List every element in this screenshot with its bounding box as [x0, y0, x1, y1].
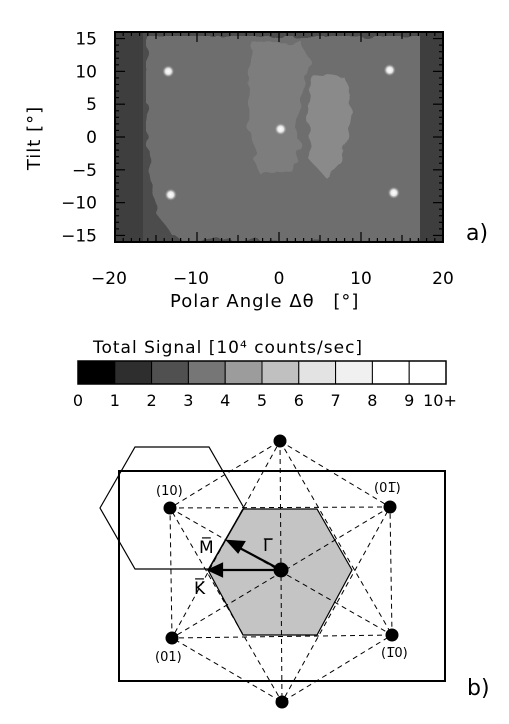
lattice-point: [273, 434, 287, 448]
x-axis-unit: [°]: [333, 291, 359, 312]
y-tick-label: 15: [75, 30, 97, 50]
colorbar-tick-label: 0: [73, 391, 83, 410]
symmetry-point-labels: Γ̅ M̅ K̅: [194, 536, 273, 599]
colorbar-cell: [114, 360, 153, 385]
k-label: K̅: [194, 577, 206, 599]
lattice-inner-triangle: [169, 506, 391, 704]
colorbar-cell: [371, 360, 410, 385]
colorbar-cells: [77, 360, 447, 385]
x-tick-label: −20: [91, 269, 127, 289]
intensity-map: [115, 32, 443, 242]
y-tick-labels: 15 10 5 0 −5 −10 −15: [61, 30, 97, 247]
colorbar-tick-label: 1: [110, 391, 120, 410]
colorbar-cell: [335, 360, 373, 385]
x-tick-label: 0: [274, 269, 285, 289]
colorbar-tick-label: 8: [367, 391, 377, 410]
colorbar-tick-labels: 0 1 2 3 4 5 6 7 8 9 10+: [73, 391, 457, 410]
lattice-inner-triangle: [171, 439, 393, 639]
y-tick-label: −5: [72, 161, 97, 181]
point-label-01: (01): [155, 650, 182, 665]
y-axis-title: Tilt [°]: [24, 106, 45, 171]
colorbar-tick-label: 7: [331, 391, 341, 410]
diffraction-spot: [164, 188, 177, 201]
lattice-point: [163, 501, 177, 515]
y-tick-label: −10: [61, 194, 97, 214]
colorbar-cell: [298, 360, 337, 385]
colorbar-frame: [77, 360, 447, 385]
diffraction-spot: [162, 65, 175, 78]
reciprocal-lattice-points: [163, 434, 399, 709]
colorbar-tick-label: 4: [220, 391, 230, 410]
colorbar-tick-label: 3: [183, 391, 193, 410]
y-tick-label: −15: [61, 226, 97, 246]
x-tick-label: 20: [432, 269, 454, 289]
colorbar-tick-label: 10+: [423, 391, 457, 410]
colorbar-cell: [187, 360, 226, 385]
colorbar-cell: [151, 360, 189, 385]
gamma-k-arrowhead: [206, 562, 224, 578]
panel-a: −20 −10 0 10 20 15 10 5 0 −5 −10 −15 Pol…: [24, 30, 488, 312]
y-tick-label: 10: [75, 62, 97, 82]
panel-a-label: a): [466, 221, 488, 246]
lattice-point: [275, 695, 289, 709]
lattice-point: [383, 500, 397, 514]
symmetry-vectors: [206, 539, 282, 578]
gamma-label: Γ̅: [263, 536, 273, 556]
x-tick-label: 10: [350, 269, 372, 289]
x-axis-label: Polar Angle Δθ: [170, 291, 315, 312]
diffraction-spot: [383, 64, 396, 77]
colorbar-cell: [77, 360, 116, 385]
detector-frame: [118, 470, 446, 682]
lattice-point-labels: (10) (01̅) (01) (1̅0): [155, 481, 408, 665]
y-tick-label: 0: [86, 128, 97, 148]
lattice-point: [165, 631, 179, 645]
diffraction-spot: [387, 186, 400, 199]
panel-b-label: b): [467, 676, 490, 701]
gamma-m-arrowhead: [225, 539, 246, 554]
point-label-10: (10): [156, 484, 183, 499]
colorbar-tick-label: 9: [404, 391, 414, 410]
colorbar: Total Signal [10⁴ counts/sec] 0 1 2 3 4 …: [73, 338, 457, 410]
x-tick-labels: −20 −10 0 10 20: [91, 269, 454, 289]
colorbar-title: Total Signal [10⁴ counts/sec]: [92, 338, 363, 358]
lattice-point: [385, 628, 399, 642]
point-label-1bar0: (1̅0): [381, 646, 408, 661]
x-axis-title: Polar Angle Δθ [°]: [170, 291, 359, 312]
diffraction-spots: [162, 64, 400, 201]
point-label-01bar: (01̅): [374, 481, 401, 496]
axis-ticks: [114, 32, 444, 242]
colorbar-tick-label: 5: [257, 391, 267, 410]
gamma-m-vector: [233, 544, 282, 571]
colorbar-cell: [261, 360, 300, 385]
colorbar-cell: [224, 360, 263, 385]
x-tick-label: −10: [173, 269, 209, 289]
colorbar-tick-label: 2: [147, 391, 157, 410]
colorbar-tick-label: 6: [294, 391, 304, 410]
y-tick-label: 5: [86, 95, 97, 115]
colorbar-cell: [408, 360, 447, 385]
diffraction-spot: [274, 123, 287, 136]
panel-b: (10) (01̅) (01) (1̅0) Γ̅ M̅ K̅ b): [99, 434, 490, 709]
m-label: M̅: [199, 536, 214, 558]
